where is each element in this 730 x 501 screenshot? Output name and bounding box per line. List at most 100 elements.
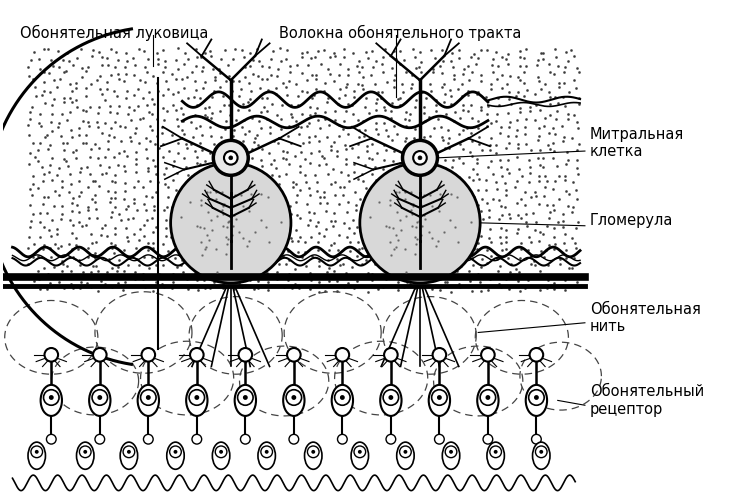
Circle shape [286, 390, 301, 405]
Circle shape [237, 390, 253, 405]
Circle shape [224, 151, 237, 165]
Circle shape [334, 390, 350, 405]
Circle shape [434, 434, 445, 444]
Ellipse shape [77, 442, 94, 469]
Circle shape [483, 434, 493, 444]
Ellipse shape [331, 385, 353, 416]
Ellipse shape [304, 442, 322, 469]
Circle shape [49, 395, 54, 400]
Circle shape [384, 348, 398, 362]
Circle shape [360, 163, 480, 283]
Circle shape [83, 450, 87, 454]
Ellipse shape [487, 442, 504, 469]
Ellipse shape [477, 385, 499, 416]
Circle shape [291, 395, 296, 400]
Circle shape [35, 450, 39, 454]
Circle shape [171, 163, 291, 283]
Circle shape [490, 446, 502, 457]
Circle shape [93, 348, 107, 362]
Ellipse shape [89, 385, 110, 416]
Ellipse shape [212, 442, 230, 469]
Ellipse shape [351, 442, 369, 469]
Ellipse shape [186, 385, 207, 416]
Circle shape [31, 446, 42, 457]
Circle shape [480, 390, 496, 405]
Circle shape [449, 450, 453, 454]
Circle shape [127, 450, 131, 454]
Circle shape [239, 348, 252, 362]
Ellipse shape [138, 385, 159, 416]
Text: Гломерула: Гломерула [590, 213, 673, 228]
Circle shape [433, 348, 446, 362]
Circle shape [289, 434, 299, 444]
Text: Митральная
клетка: Митральная клетка [590, 127, 684, 159]
Ellipse shape [429, 385, 450, 416]
Circle shape [213, 140, 248, 175]
Ellipse shape [166, 442, 184, 469]
Circle shape [97, 395, 102, 400]
Circle shape [493, 450, 498, 454]
Circle shape [192, 434, 201, 444]
Circle shape [399, 446, 411, 457]
Circle shape [336, 348, 349, 362]
Circle shape [445, 446, 457, 457]
Circle shape [337, 434, 347, 444]
Ellipse shape [283, 385, 304, 416]
Ellipse shape [120, 442, 138, 469]
Circle shape [340, 395, 345, 400]
Circle shape [95, 434, 104, 444]
Circle shape [80, 446, 91, 457]
Circle shape [535, 446, 547, 457]
Circle shape [47, 434, 56, 444]
Circle shape [240, 434, 250, 444]
Circle shape [358, 450, 362, 454]
Circle shape [485, 395, 491, 400]
Text: Обонятельный
рецептор: Обонятельный рецептор [590, 384, 704, 417]
Ellipse shape [258, 442, 275, 469]
Circle shape [386, 434, 396, 444]
Text: Обонятельная
нить: Обонятельная нить [590, 302, 701, 334]
Circle shape [311, 450, 315, 454]
Ellipse shape [234, 385, 256, 416]
Circle shape [174, 450, 177, 454]
Circle shape [144, 434, 153, 444]
Circle shape [534, 395, 539, 400]
Circle shape [215, 446, 227, 457]
Circle shape [529, 390, 544, 405]
Circle shape [437, 395, 442, 400]
Circle shape [228, 156, 233, 160]
Circle shape [404, 450, 407, 454]
Text: Обонятельная луковица: Обонятельная луковица [20, 25, 209, 41]
Ellipse shape [442, 442, 460, 469]
Circle shape [189, 390, 204, 405]
Circle shape [287, 348, 301, 362]
Circle shape [146, 395, 150, 400]
Circle shape [418, 156, 422, 160]
Circle shape [141, 390, 156, 405]
Circle shape [431, 390, 447, 405]
Circle shape [481, 348, 495, 362]
Circle shape [531, 434, 541, 444]
Circle shape [261, 446, 272, 457]
Circle shape [388, 395, 393, 400]
Circle shape [307, 446, 319, 457]
Circle shape [194, 395, 199, 400]
Ellipse shape [526, 385, 547, 416]
Circle shape [243, 395, 247, 400]
Ellipse shape [380, 385, 402, 416]
Circle shape [45, 348, 58, 362]
Circle shape [354, 446, 366, 457]
Circle shape [169, 446, 181, 457]
Circle shape [190, 348, 204, 362]
Ellipse shape [28, 442, 45, 469]
Circle shape [529, 348, 543, 362]
Circle shape [142, 348, 155, 362]
Circle shape [44, 390, 59, 405]
Circle shape [402, 140, 437, 175]
Ellipse shape [532, 442, 550, 469]
Circle shape [539, 450, 543, 454]
Circle shape [413, 151, 427, 165]
Ellipse shape [396, 442, 414, 469]
Ellipse shape [41, 385, 62, 416]
Circle shape [265, 450, 269, 454]
